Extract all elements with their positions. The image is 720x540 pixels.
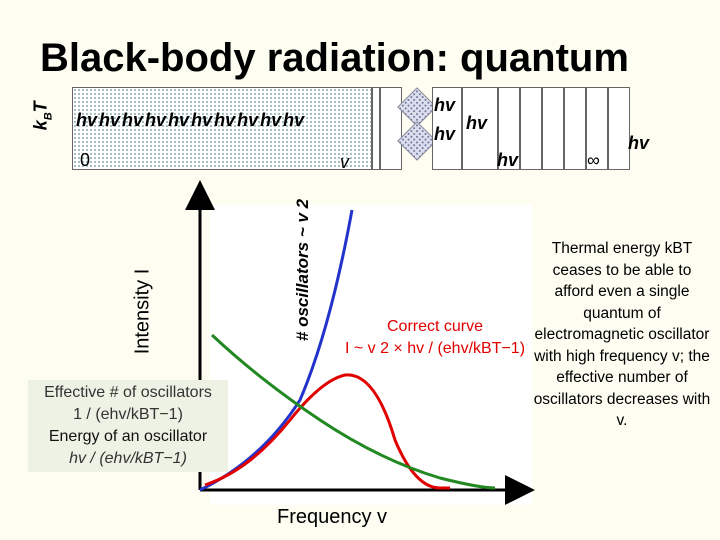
quanta-cell — [372, 87, 380, 170]
nu-label: v — [340, 152, 349, 172]
correct-curve-label: Correct curve I ~ v 2 × hv / (ehv/kBT−1) — [340, 316, 530, 360]
quanta-bar — [72, 87, 372, 170]
quanta-cell — [542, 87, 564, 170]
hv-quantum: hv — [237, 110, 259, 130]
oscillators-label-box: # oscillators ~ v 2 — [272, 198, 332, 360]
correct-curve-title: Correct curve — [386, 318, 484, 335]
plot-background — [210, 205, 532, 505]
hv-row: hv hv hv hv hv hv hv hv hv hv — [76, 110, 376, 131]
hv-quantum: hv — [434, 95, 456, 115]
effective-box — [28, 380, 228, 472]
hv-quantum: hv — [497, 150, 519, 170]
x-axis-label: Frequency v — [277, 506, 388, 528]
hv-quantum: hv — [191, 110, 213, 130]
effective-line-3: Energy of an oscillator — [48, 428, 208, 445]
hv-quantum: hv — [283, 110, 305, 130]
hv-quantum: hv — [99, 110, 121, 130]
hv-quantum: hv — [214, 110, 236, 130]
infinity-label: ∞ — [587, 150, 600, 170]
hv-quantum: hv — [168, 110, 190, 130]
quanta-cell — [462, 87, 498, 170]
hv-quantum: hv — [122, 110, 144, 130]
effective-line-4: hv / (ehv/kBT−1) — [69, 450, 187, 467]
zero-label: 0 — [80, 150, 91, 170]
hv-quantum: hv — [466, 113, 488, 133]
effective-text: Effective # of oscillators 1 / (ehv/kBT−… — [28, 382, 228, 470]
hv-quantum: hv — [434, 124, 456, 144]
quanta-cell — [520, 87, 542, 170]
hv-quantum: hv — [260, 110, 282, 130]
effective-line-1: Effective # of oscillators — [44, 384, 212, 401]
oscillators-curve — [199, 209, 354, 492]
quanta-cell — [380, 87, 402, 170]
quanta-cell — [608, 87, 630, 170]
quanta-cell — [498, 87, 520, 170]
y-axis-label-box: Intensity I — [131, 260, 190, 370]
effective-line-2: 1 / (ehv/kBT−1) — [73, 406, 183, 423]
hv-quantum: hv — [145, 110, 167, 130]
page-title: Black-body radiation: quantum — [40, 36, 629, 80]
oscillators-label: # oscillators ~ v 2 — [293, 198, 313, 342]
correct-curve-formula: I ~ v 2 × hv / (ehv/kBT−1) — [344, 340, 526, 357]
thermal-explanation: Thermal energy kBT ceases to be able to … — [533, 240, 711, 429]
hv-quantum: hv — [76, 110, 98, 130]
effective-curve — [210, 333, 496, 490]
quanta-cell — [586, 87, 608, 170]
quanta-cell — [432, 87, 462, 170]
hv-quantum: hv — [628, 133, 650, 153]
y-axis-label: Intensity I — [131, 268, 154, 355]
quanta-cell — [564, 87, 586, 170]
